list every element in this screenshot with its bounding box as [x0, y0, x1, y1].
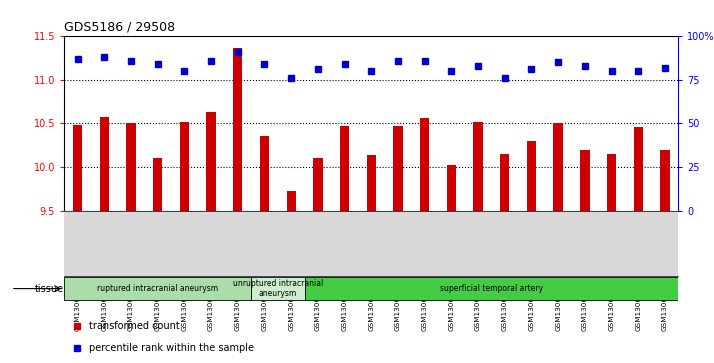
- Bar: [553, 123, 563, 211]
- Bar: [206, 112, 216, 211]
- Bar: [473, 122, 483, 211]
- Bar: [305, 277, 678, 300]
- Text: superficial temporal artery: superficial temporal artery: [440, 284, 543, 293]
- Bar: [500, 154, 509, 211]
- Bar: [340, 126, 349, 211]
- Text: percentile rank within the sample: percentile rank within the sample: [89, 343, 253, 352]
- Bar: [366, 155, 376, 211]
- Bar: [64, 277, 251, 300]
- Text: tissue: tissue: [35, 284, 64, 294]
- Text: transformed count: transformed count: [89, 321, 180, 331]
- Text: ruptured intracranial aneurysm: ruptured intracranial aneurysm: [97, 284, 218, 293]
- Bar: [260, 136, 269, 211]
- Bar: [251, 277, 305, 300]
- Text: unruptured intracranial
aneurysm: unruptured intracranial aneurysm: [233, 279, 323, 298]
- Bar: [447, 165, 456, 211]
- Bar: [633, 127, 643, 211]
- Bar: [313, 158, 323, 211]
- Bar: [100, 117, 109, 211]
- Bar: [73, 125, 82, 211]
- Bar: [580, 150, 590, 211]
- Bar: [233, 49, 243, 211]
- Bar: [660, 150, 670, 211]
- Bar: [527, 141, 536, 211]
- Text: GDS5186 / 29508: GDS5186 / 29508: [64, 21, 176, 34]
- Bar: [180, 122, 189, 211]
- Bar: [420, 118, 429, 211]
- Bar: [607, 154, 616, 211]
- Bar: [126, 123, 136, 211]
- Bar: [286, 191, 296, 211]
- Bar: [393, 126, 403, 211]
- Bar: [153, 158, 162, 211]
